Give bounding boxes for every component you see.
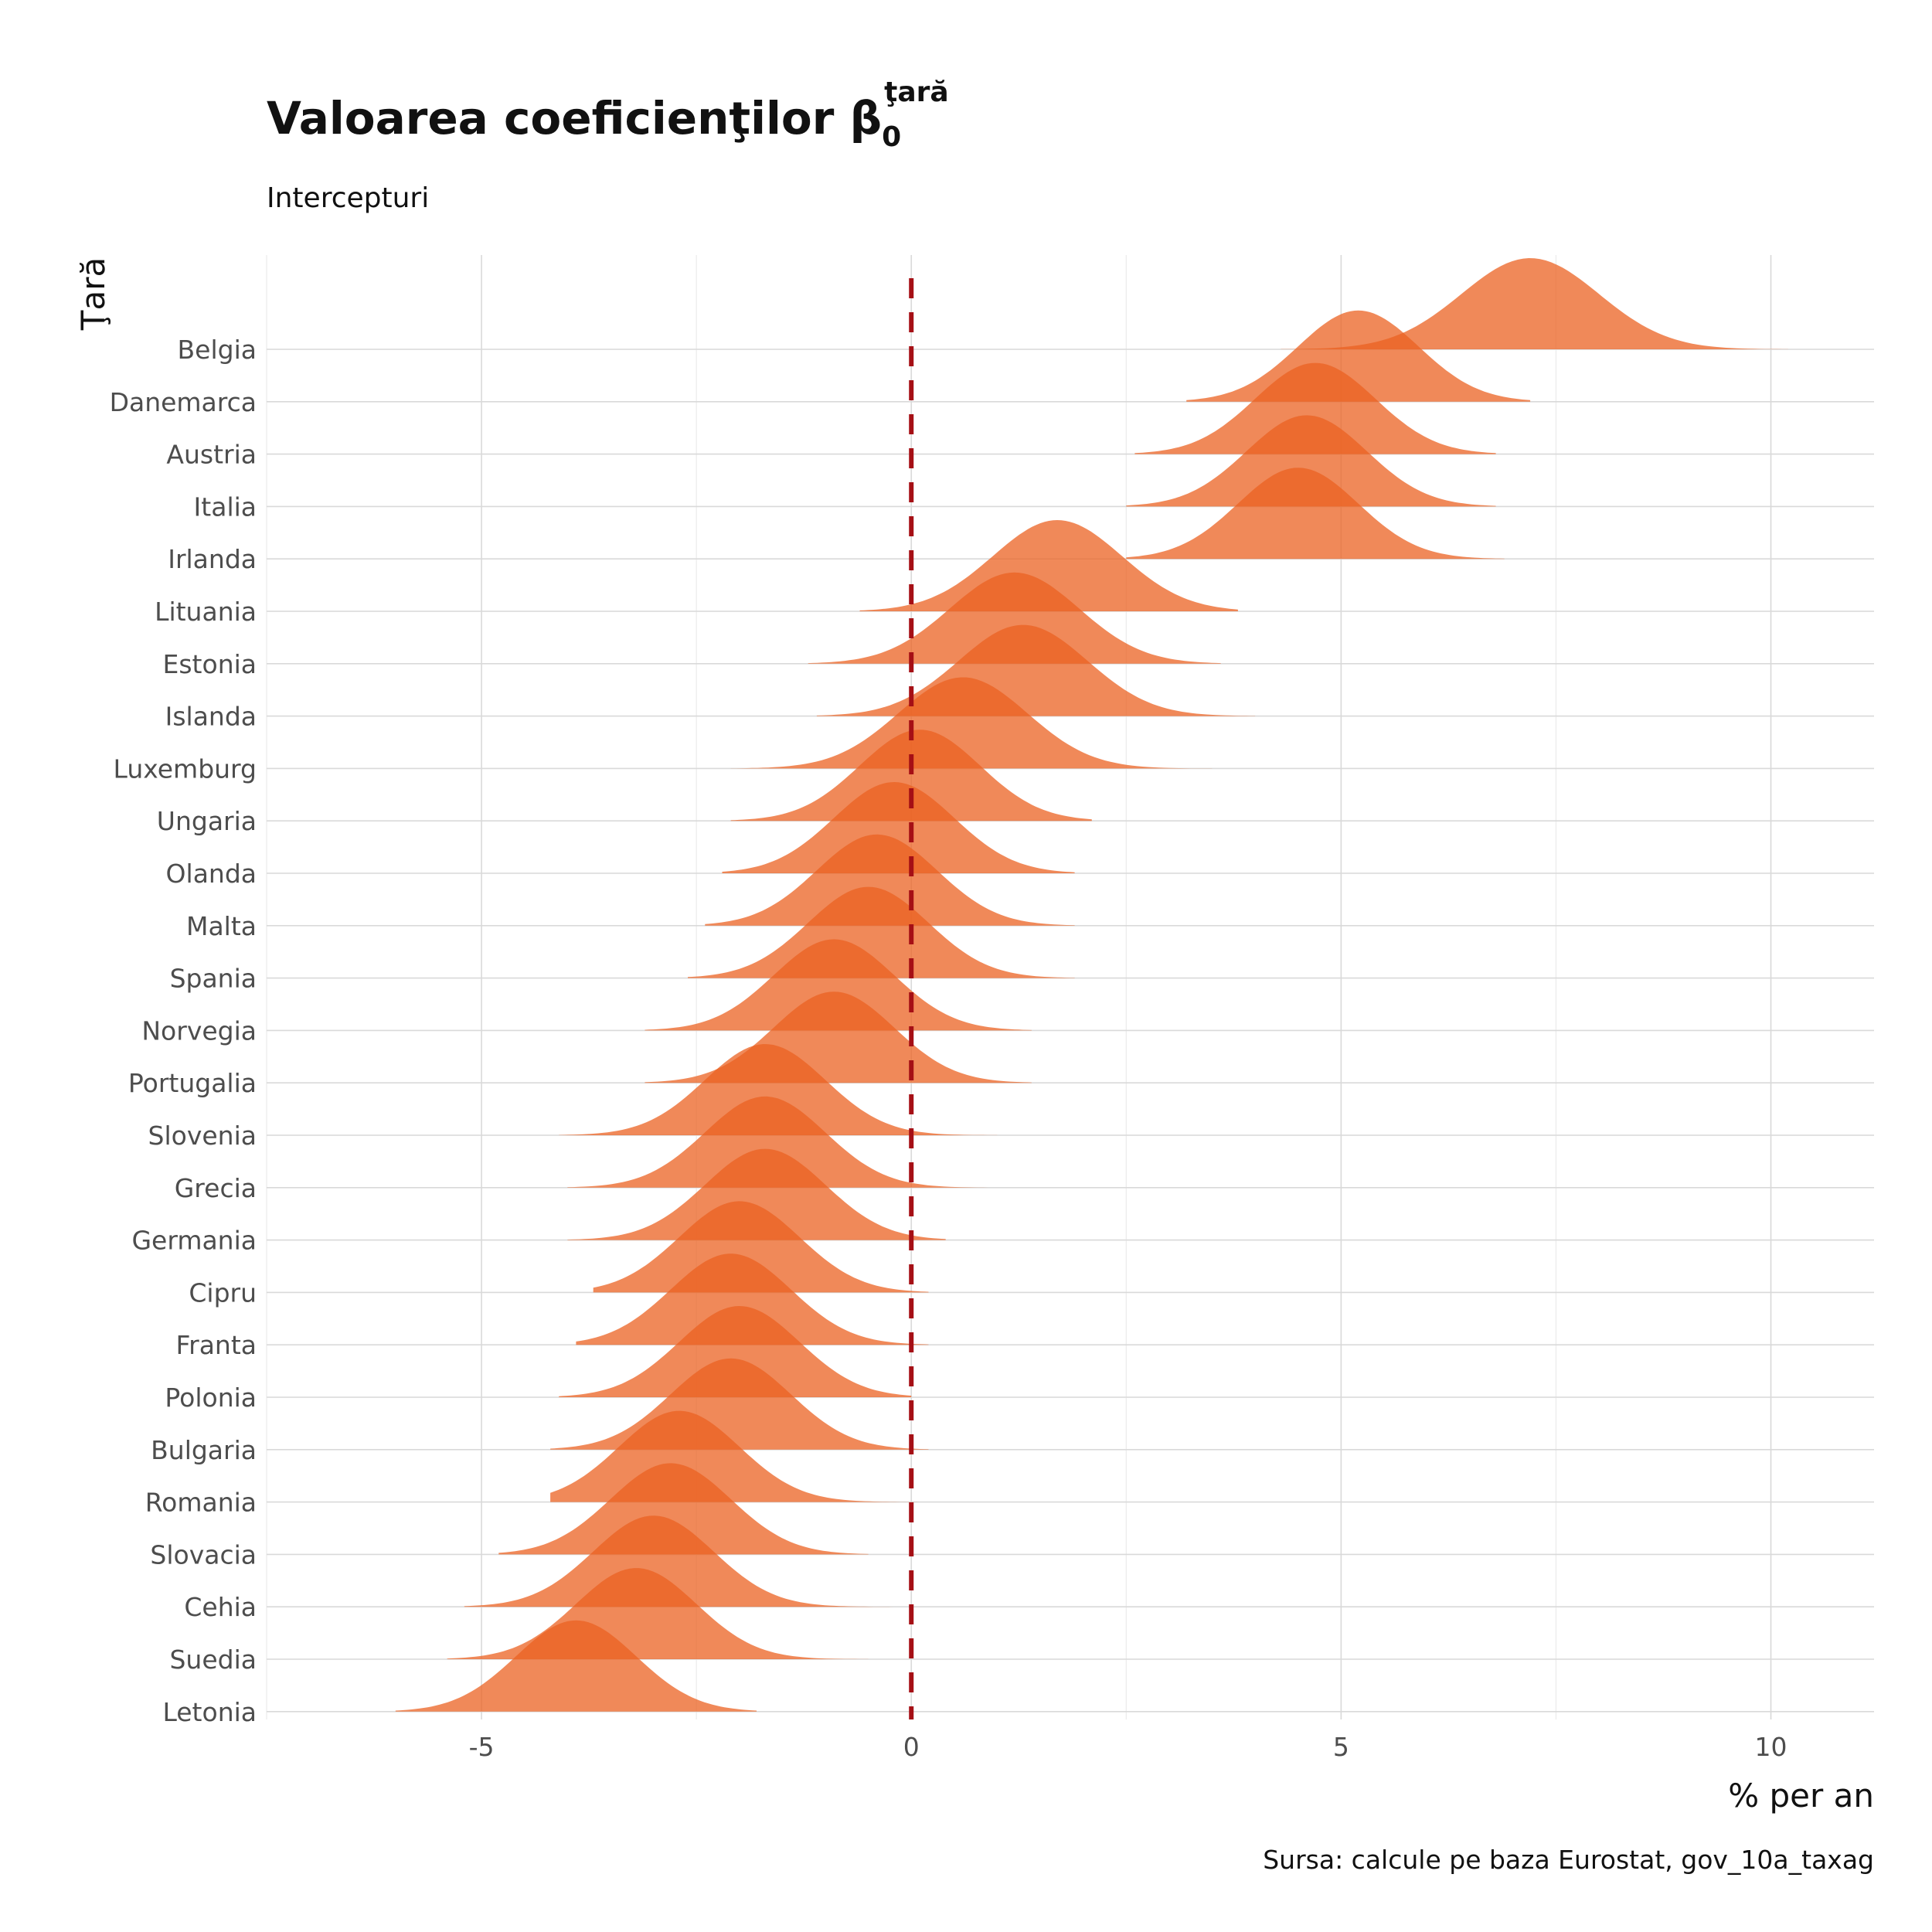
y-tick-label: Belgia [178, 335, 257, 365]
x-tick-label: 0 [903, 1732, 920, 1762]
y-tick-label: Cehia [184, 1592, 257, 1622]
ridge-grecia [567, 1096, 1066, 1188]
ridge-luxemburg [730, 677, 1213, 769]
y-tick-label: Luxemburg [114, 753, 257, 784]
chart-title-text: Valoarea coeficienţilor β [267, 92, 882, 145]
ridge-bulgaria [550, 1358, 929, 1450]
ridge-polonia [559, 1306, 912, 1397]
y-tick-label: Slovenia [148, 1121, 257, 1151]
y-tick-label: Estonia [163, 649, 257, 679]
ridge-olanda [722, 782, 1075, 873]
y-tick-label: Franta [176, 1330, 257, 1360]
chart-caption: Sursa: calcule pe baza Eurostat, gov_10a… [1263, 1845, 1874, 1875]
y-tick-label: Polonia [165, 1383, 257, 1413]
ridge-norvegia [645, 939, 1032, 1031]
y-axis-title: Ţară [74, 257, 112, 331]
y-axis-tick-labels: Belgia Danemarca Austria Italia Irlanda Litua… [110, 335, 257, 1727]
density-ridges [395, 258, 1788, 1712]
y-tick-label: Slovacia [150, 1539, 257, 1570]
x-tick-label: 5 [1333, 1732, 1349, 1762]
y-tick-label: Ungaria [157, 806, 257, 836]
ridge-cipru [593, 1201, 929, 1293]
ridge-austria [1134, 362, 1496, 454]
ridge-estonia [808, 572, 1221, 664]
y-tick-label: Germania [131, 1226, 257, 1256]
y-tick-label: Grecia [175, 1173, 257, 1203]
y-tick-label: Spania [170, 964, 257, 994]
y-tick-label: Romania [145, 1488, 257, 1518]
chart-subtitle: Intercepturi [267, 182, 429, 214]
y-tick-label: Austria [166, 440, 257, 470]
y-tick-label: Irlanda [168, 544, 257, 574]
ridge-letonia [395, 1620, 757, 1712]
y-tick-label: Islanda [165, 702, 257, 732]
y-tick-label: Olanda [166, 859, 257, 889]
x-axis-title: % per an [1728, 1777, 1874, 1815]
y-tick-label: Portugalia [128, 1068, 257, 1098]
ridge-danemarca [1186, 310, 1531, 402]
y-tick-label: Letonia [162, 1697, 257, 1727]
chart-title: Valoarea coeficienţilor β0 ţară [267, 77, 949, 153]
ridge-lituania [859, 520, 1238, 611]
ridge-franta [576, 1253, 929, 1345]
y-tick-label: Danemarca [110, 387, 257, 417]
ridge-ungaria [730, 730, 1092, 821]
y-tick-label: Italia [194, 492, 257, 522]
ridge-portugalia [645, 992, 1032, 1083]
ridge-malta [705, 834, 1075, 926]
ridge-germania [567, 1148, 946, 1240]
y-tick-label: Lituania [155, 597, 257, 627]
chart-title-subscript: 0 [882, 121, 901, 153]
y-tick-label: Cipru [189, 1277, 257, 1308]
y-tick-label: Suedia [169, 1645, 257, 1675]
x-tick-label: -5 [469, 1732, 495, 1762]
y-tick-label: Bulgaria [151, 1435, 257, 1465]
ridge-islanda [816, 624, 1256, 716]
ridge-suedia [447, 1568, 869, 1659]
chart-title-superscript: ţară [884, 77, 949, 108]
ridge-irlanda [1126, 468, 1505, 560]
ridge-belgia [1281, 258, 1788, 349]
ridge-cehia [464, 1515, 903, 1607]
y-tick-label: Norvegia [141, 1015, 257, 1046]
x-tick-label: 10 [1755, 1732, 1787, 1762]
grid [266, 255, 1874, 1719]
ridge-slovenia [559, 1044, 998, 1135]
ridge-italia [1126, 415, 1496, 507]
y-tick-label: Malta [186, 911, 257, 941]
ridge-spania [688, 886, 1075, 978]
ridge-slovacia [498, 1463, 869, 1555]
x-axis-tick-labels: -5 0 5 10 [469, 1732, 1787, 1762]
